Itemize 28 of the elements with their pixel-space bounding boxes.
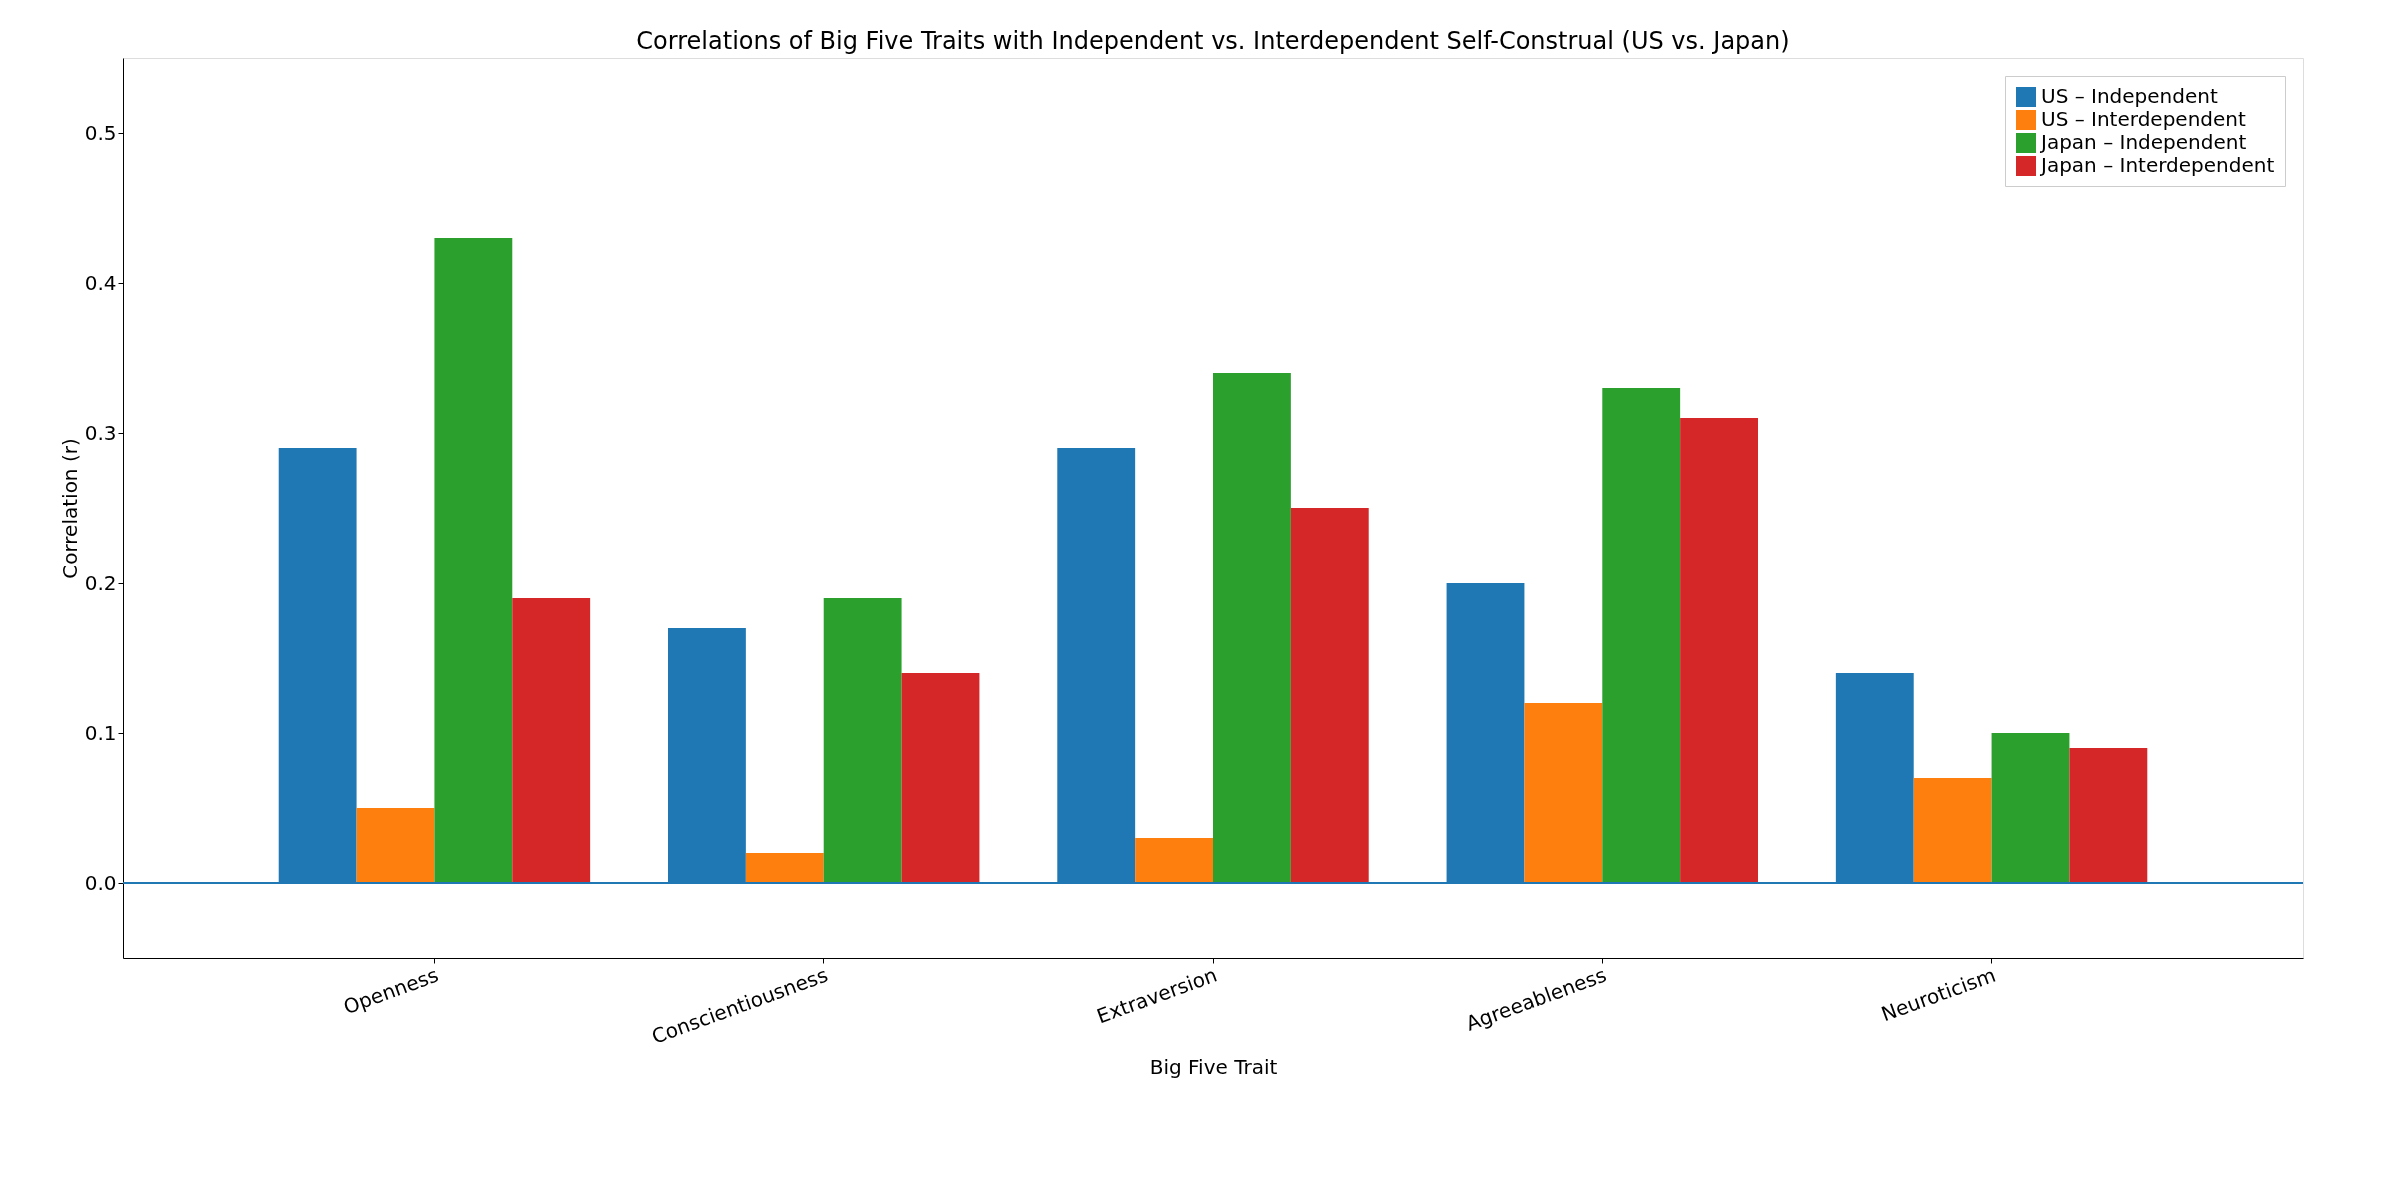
bar xyxy=(745,853,824,883)
y-tick-label: 0.0 xyxy=(84,870,117,895)
bar xyxy=(356,808,435,883)
legend-label: Japan – Independent xyxy=(2039,130,2247,154)
legend-label: US – Interdependent xyxy=(2041,107,2246,131)
bar xyxy=(1991,733,2070,883)
bar xyxy=(823,598,902,883)
y-tick-label: 0.4 xyxy=(84,270,117,295)
y-tick-label: 0.1 xyxy=(84,720,117,745)
y-tick-label: 0.2 xyxy=(84,570,117,595)
bar xyxy=(1680,418,1758,883)
chart-title: Correlations of Big Five Traits with Independent vs. Interdependent Self-Construal (US vs. Japan) xyxy=(636,27,1790,55)
bar xyxy=(512,598,591,883)
legend-label: Japan – Interdependent xyxy=(2039,153,2275,177)
bar xyxy=(901,673,980,883)
bar xyxy=(1213,373,1291,883)
y-tick-label: 0.3 xyxy=(84,420,117,445)
bar xyxy=(1602,388,1681,883)
bar xyxy=(1524,703,1603,883)
legend-label: US – Independent xyxy=(2041,84,2218,108)
y-tick-label: 0.5 xyxy=(84,120,117,145)
bar xyxy=(434,238,513,883)
bar xyxy=(1913,778,1992,883)
x-axis-title: Big Five Trait xyxy=(1149,1054,1278,1079)
y-axis-title: Correlation (r) xyxy=(57,438,82,579)
bar xyxy=(1290,508,1369,883)
bar xyxy=(1135,838,1213,883)
bar xyxy=(2069,748,2148,883)
